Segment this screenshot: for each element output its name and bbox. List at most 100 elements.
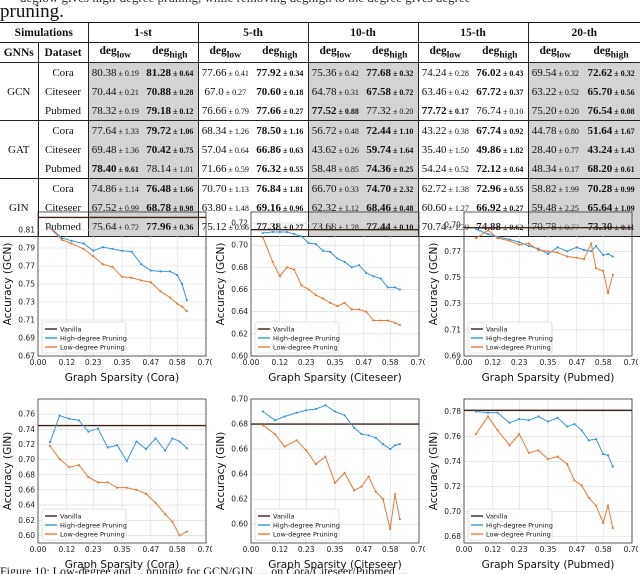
x-tick-label: 0.70 [624, 358, 638, 367]
data-point [365, 310, 368, 313]
cell-mean: 43.24 [587, 143, 613, 156]
data-point [176, 273, 179, 277]
data-point [594, 244, 598, 248]
x-tick-label: 0.47 [355, 545, 372, 554]
data-point [556, 246, 559, 249]
table-cell: 58.82 ± 1.99 [527, 178, 583, 198]
plot-frame [37, 398, 207, 544]
cell-mean: 77.68 [366, 66, 391, 79]
table-cell: 75.36 ± 0.42 [307, 62, 363, 82]
y-tick-label: 0.64 [231, 470, 248, 479]
cell-mean: 70.28 [587, 182, 613, 195]
cell-mean: 74.24 [421, 66, 447, 79]
cell-std: ± 0.10 [500, 106, 524, 116]
data-point [566, 425, 569, 428]
data-point [556, 416, 559, 419]
x-tick-label: 0.00 [243, 545, 260, 554]
table-cell: 43.24 ± 1.43 [582, 140, 640, 159]
legend-low-label: Low-degree Pruning [60, 530, 125, 538]
data-point [602, 254, 605, 257]
table-row: GCN Cora 80.38 ± 0.19 81.28 ± 0.64 77.66 ± 0… [0, 62, 640, 121]
caption-bottom: Figure 10: Low-degree and ... pruning fo… [0, 562, 640, 574]
cell-std: ± 1.36 [116, 145, 139, 155]
header-deg-low: deglow [527, 42, 583, 63]
cell-std: ± 0.12 [170, 106, 194, 116]
data-point [518, 241, 521, 244]
data-point [353, 489, 356, 492]
header-sim-5: 5-th [197, 22, 309, 43]
data-point [606, 252, 610, 255]
data-point [144, 447, 148, 451]
cell-mean: 76.32 [256, 162, 281, 175]
y-tick-label: 0.68 [231, 420, 248, 429]
cell-mean: 62.32 [311, 201, 337, 214]
data-point [546, 420, 550, 423]
cell-std: ± 0.17 [556, 164, 579, 174]
cell-std: ± 0.19 [116, 68, 139, 78]
cell-std: ± 0.25 [390, 164, 414, 174]
x-tick-label: 0.70 [624, 545, 638, 554]
cell-std: ± 0.61 [116, 164, 139, 174]
y-tick-label: 0.69 [444, 352, 461, 361]
results-table: Simulations 1-st 5-th 10-th 15-th 20-th … [0, 22, 640, 237]
cell-std: ± 0.52 [556, 87, 579, 97]
data-point [283, 415, 286, 418]
cell-std: ± 0.42 [446, 87, 469, 97]
table-cell: 71.66 ± 0.59 [197, 159, 253, 179]
cell-std: ± 0.28 [170, 87, 194, 97]
cell-std: ± 1.38 [446, 184, 469, 194]
cell-mean: 77.66 [201, 66, 227, 79]
cell-std: ± 0.55 [500, 184, 524, 194]
legend-low-label: Low-degree Pruning [486, 530, 551, 538]
cell-std: ± 0.98 [170, 203, 194, 213]
table-cell: 81.28 ± 0.64 [142, 62, 199, 82]
dataset-label: Pubmed [37, 159, 89, 179]
deg-label: deg [539, 44, 557, 57]
cell-mean: 69.16 [256, 201, 281, 214]
data-point [106, 481, 109, 484]
y-tick-label: 0.73 [18, 298, 35, 307]
cell-mean: 75.64 [91, 220, 117, 233]
data-point [324, 455, 327, 458]
table-cell: 70.28 ± 0.99 [582, 178, 640, 198]
y-tick-label: 0.81 [18, 226, 35, 235]
cell-std: ± 0.43 [500, 68, 524, 78]
cell-std: ± 1.06 [170, 126, 194, 136]
data-point [398, 442, 401, 446]
data-point [527, 244, 530, 248]
table-row: GAT Cora 77.64 ± 1.33 79.72 ± 1.06 68.34 ± 1… [0, 120, 640, 179]
y-tick-label: 0.60 [231, 520, 248, 529]
cell-std: ± 0.72 [390, 87, 414, 97]
data-point [305, 409, 308, 412]
x-tick-label: 0.58 [595, 358, 612, 367]
data-point [606, 504, 610, 507]
table-row: Pubmed 75.64 ± 0.72 77.96 ± 0.36 75.12 ± 0.… [0, 217, 640, 237]
header-sim-15: 15-th [417, 22, 529, 43]
data-point [144, 492, 148, 495]
x-tick-label: 0.12 [271, 358, 288, 367]
table-cell: 66.86 ± 0.63 [252, 140, 308, 159]
plot-frame [37, 211, 207, 357]
cell-mean: 66.92 [476, 201, 501, 214]
data-point [285, 230, 289, 234]
dataset-label: Pubmed [37, 217, 89, 237]
cell-std: ± 0.21 [116, 87, 139, 97]
data-point [171, 437, 174, 440]
cell-std: ± 0.20 [556, 106, 579, 116]
data-point [293, 268, 296, 271]
deg-label: deg [372, 44, 390, 57]
cell-std: ± 0.66 [226, 222, 249, 232]
x-axis-label: Graph Sparsity (Citeseer) [268, 372, 401, 384]
data-point [486, 233, 490, 236]
data-point [125, 460, 128, 463]
cell-std: ± 0.99 [116, 203, 139, 213]
cell-std: ± 1.82 [500, 145, 524, 155]
table-cell: 57.04 ± 0.64 [197, 140, 253, 159]
cell-std: ± 0.37 [500, 87, 524, 97]
data-point [350, 266, 353, 269]
cell-mean: 74.86 [91, 182, 117, 195]
table-cell: 77.92 ± 0.34 [252, 62, 309, 82]
data-point [140, 279, 143, 282]
data-point [374, 490, 377, 493]
data-point [120, 275, 124, 278]
